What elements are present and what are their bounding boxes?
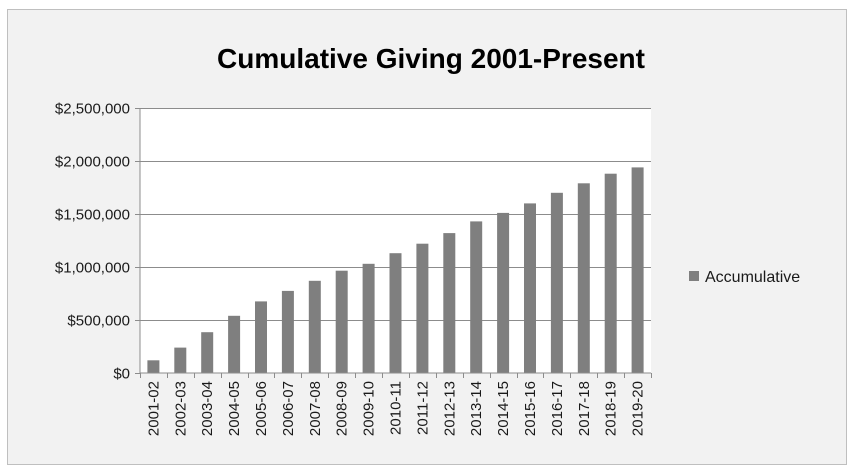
bar: [255, 301, 267, 373]
x-tick-label: 2003-04: [199, 381, 216, 436]
x-tick-label: 2018-19: [603, 381, 620, 436]
x-tick-label: 2019-20: [630, 381, 647, 436]
x-tick-label: 2009-10: [361, 381, 378, 436]
x-tick-label: 2017-18: [576, 381, 593, 436]
x-tick-label: 2010-11: [388, 381, 405, 435]
x-tick-label: 2005-06: [253, 381, 270, 436]
y-axis-tick-labels: $0 $500,000 $1,000,000 $1,500,000 $2,000,000…: [55, 101, 140, 383]
x-tick-label: 2007-08: [307, 381, 324, 436]
bar: [389, 253, 402, 373]
y-tick-label: $1,000,000: [55, 260, 130, 277]
y-tick-label: $2,500,000: [55, 101, 130, 118]
chart-title: Cumulative Giving 2001-Present: [217, 43, 645, 74]
bar: [470, 221, 483, 373]
chart-container: Cumulative Giving 2001-Present $0 $500,00…: [7, 9, 847, 465]
x-tick-label: 2013-14: [468, 381, 485, 436]
bar: [631, 167, 644, 373]
x-tick-label: 2001-02: [145, 381, 162, 436]
bar: [228, 315, 241, 373]
bar: [550, 192, 563, 373]
bar: [201, 332, 214, 373]
bar: [524, 203, 536, 373]
bar: [281, 290, 294, 373]
y-tick-label: $0: [113, 366, 130, 383]
bar: [416, 243, 429, 373]
legend: Accumulative: [689, 269, 800, 286]
legend-swatch: [689, 271, 699, 281]
x-tick-label: 2011-12: [414, 381, 431, 435]
x-tick-label: 2004-05: [226, 381, 243, 436]
bar: [335, 270, 348, 373]
x-tick-label: 2016-17: [549, 381, 566, 436]
bar: [497, 212, 510, 373]
x-tick-label: 2012-13: [441, 381, 458, 436]
bar: [308, 280, 321, 373]
bars: [147, 167, 644, 373]
bar: [443, 233, 456, 373]
bar: [147, 360, 160, 373]
x-tick-label: 2002-03: [172, 381, 189, 436]
y-tick-label: $1,500,000: [55, 207, 130, 224]
x-tick-label: 2015-16: [522, 381, 539, 436]
bar-chart: Cumulative Giving 2001-Present $0 $500,00…: [55, 43, 800, 436]
x-tick-label: 2006-07: [280, 381, 297, 436]
y-tick-label: $500,000: [67, 313, 130, 330]
x-tick-label: 2014-15: [495, 381, 512, 436]
bar: [362, 263, 375, 373]
x-tick-label: 2008-09: [334, 381, 351, 436]
x-axis-tick-labels: 2001-02 2002-03 2003-04 2004-05 2005-06 2006-…: [140, 373, 652, 436]
legend-label: Accumulative: [705, 269, 800, 286]
bar: [174, 347, 187, 373]
bar: [577, 183, 590, 373]
bar: [604, 173, 617, 373]
y-tick-label: $2,000,000: [55, 154, 130, 171]
